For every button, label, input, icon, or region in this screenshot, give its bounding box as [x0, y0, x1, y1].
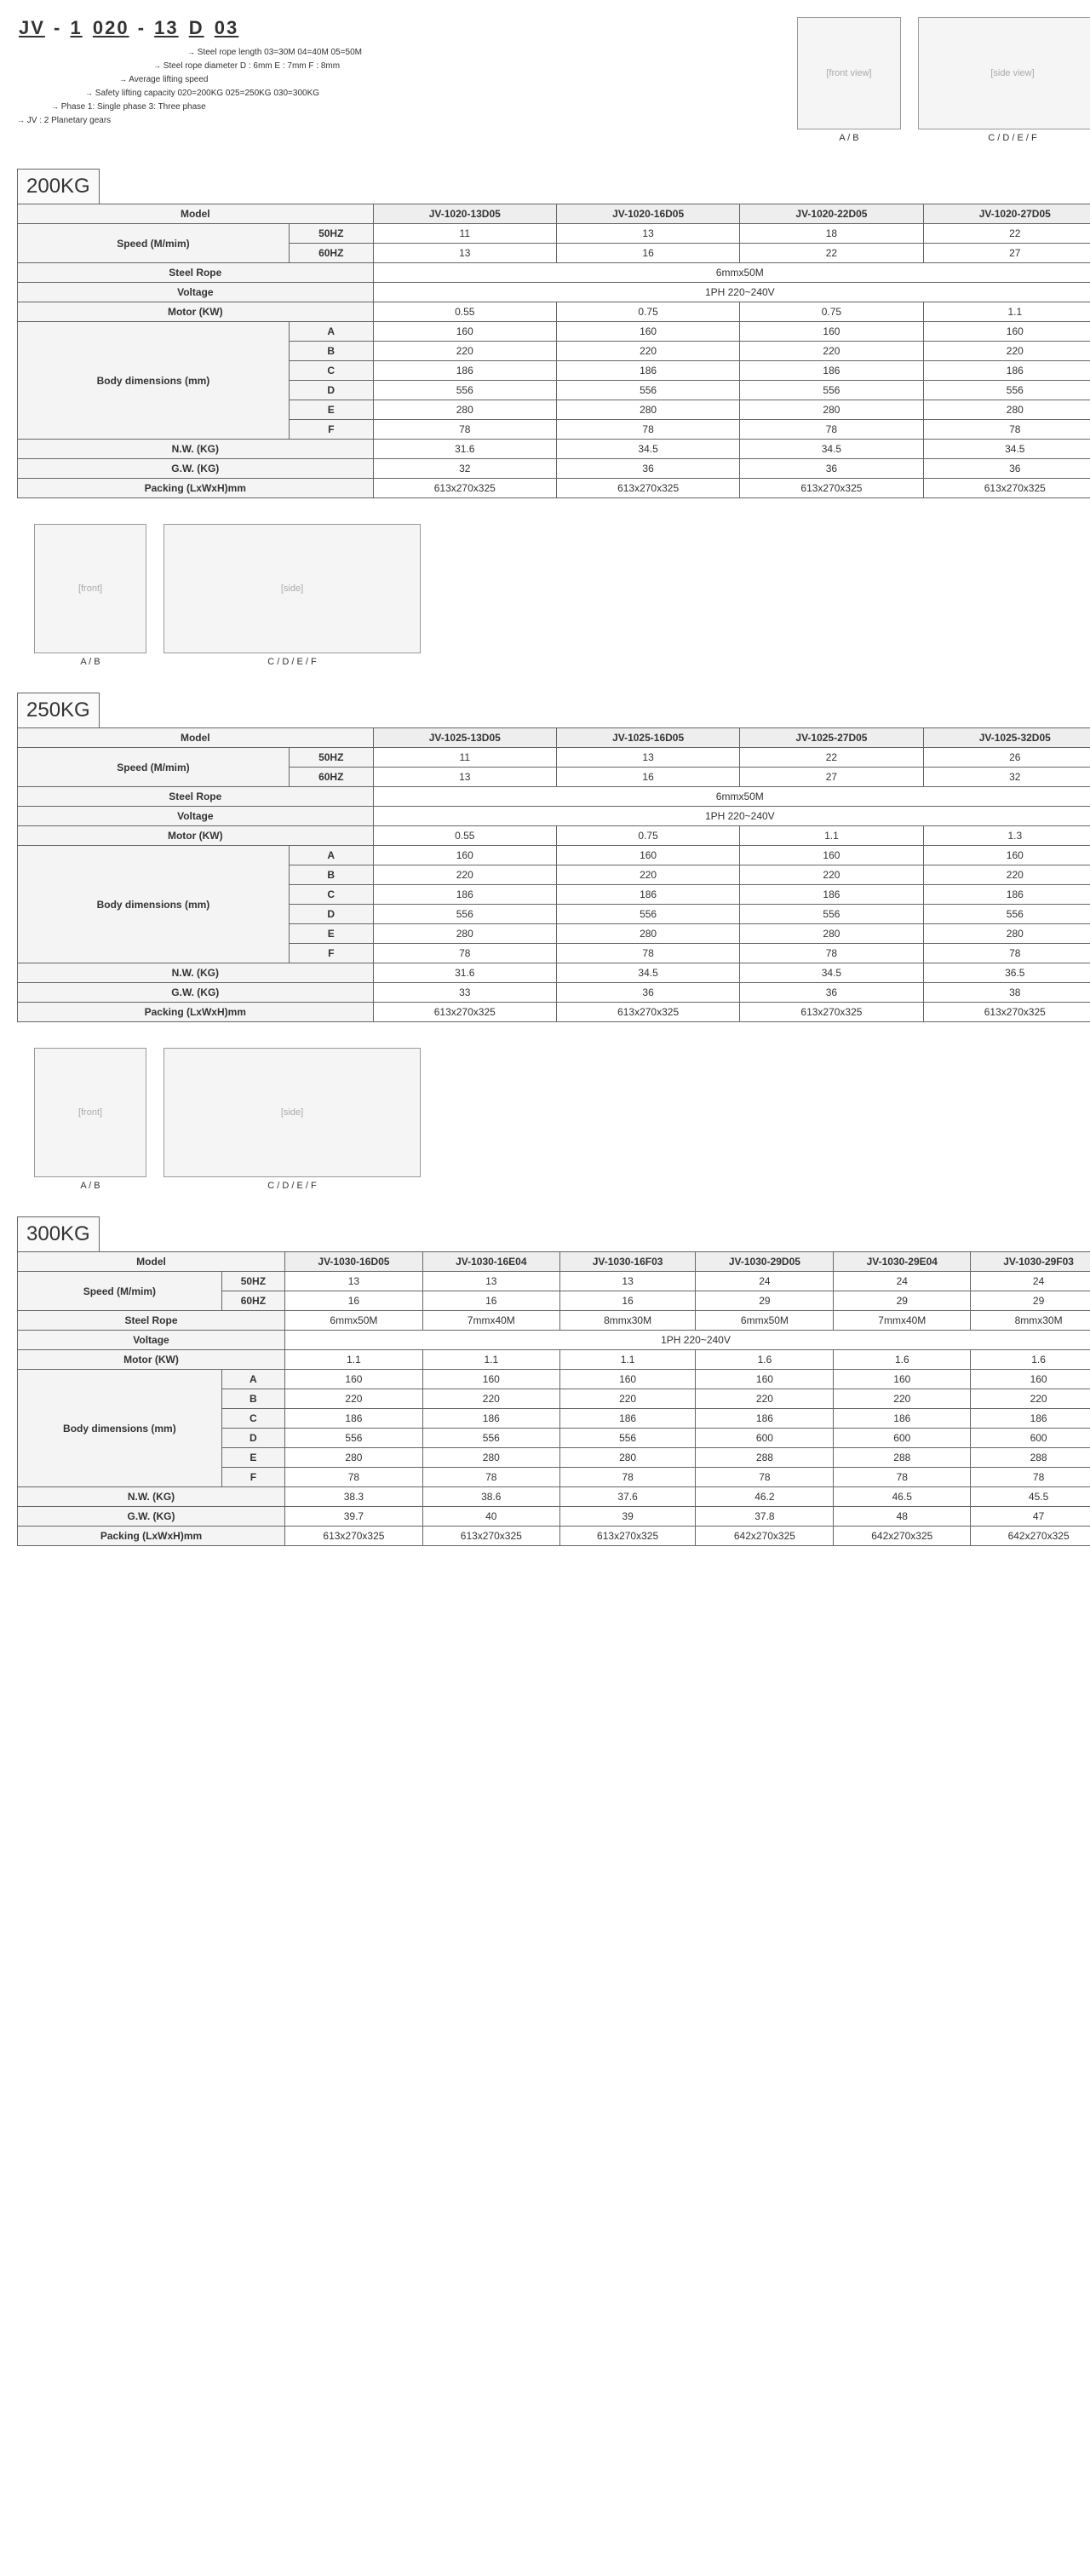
legend-rope-length: → Steel rope length 03=30M 04=40M 05=50M	[187, 46, 763, 60]
legend-phase: → Phase 1: Single phase 3: Three phase	[51, 101, 763, 114]
diagram-side: [side view] C / D / E / F	[918, 17, 1090, 143]
model-code-block: JV - 1 020 - 13 D 03 → Steel rope length…	[17, 17, 763, 143]
diagram-front: [front view] A / B	[797, 17, 901, 143]
section-title: 300KG	[17, 1216, 100, 1251]
top-section: JV - 1 020 - 13 D 03 → Steel rope length…	[17, 17, 1090, 143]
spec-table: ModelJV-1020-13D05JV-1020-16D05JV-1020-2…	[17, 204, 1090, 498]
legend-gears: → JV : 2 Planetary gears	[17, 114, 763, 128]
mid-diagram: [front] A / B [side] C / D / E / F	[34, 1048, 1090, 1191]
section-title: 200KG	[17, 169, 100, 204]
mid-diagram: [front] A / B [side] C / D / E / F	[34, 524, 1090, 667]
legend-rope-diameter: → Steel rope diameter D : 6mm E : 7mm F …	[153, 60, 763, 73]
spec-table: ModelJV-1030-16D05JV-1030-16E04JV-1030-1…	[17, 1251, 1090, 1546]
top-diagrams: [front view] A / B [side view] C / D / E…	[797, 17, 1090, 143]
model-code-legend: → Steel rope length 03=30M 04=40M 05=50M…	[17, 46, 763, 128]
model-code-title: JV - 1 020 - 13 D 03	[17, 17, 763, 39]
spec-table: ModelJV-1025-13D05JV-1025-16D05JV-1025-2…	[17, 727, 1090, 1022]
sections-container: 200KGModelJV-1020-13D05JV-1020-16D05JV-1…	[17, 169, 1090, 1546]
legend-capacity: → Safety lifting capacity 020=200KG 025=…	[85, 87, 763, 101]
section-title: 250KG	[17, 693, 100, 727]
legend-speed: → Average lifting speed	[119, 73, 763, 87]
